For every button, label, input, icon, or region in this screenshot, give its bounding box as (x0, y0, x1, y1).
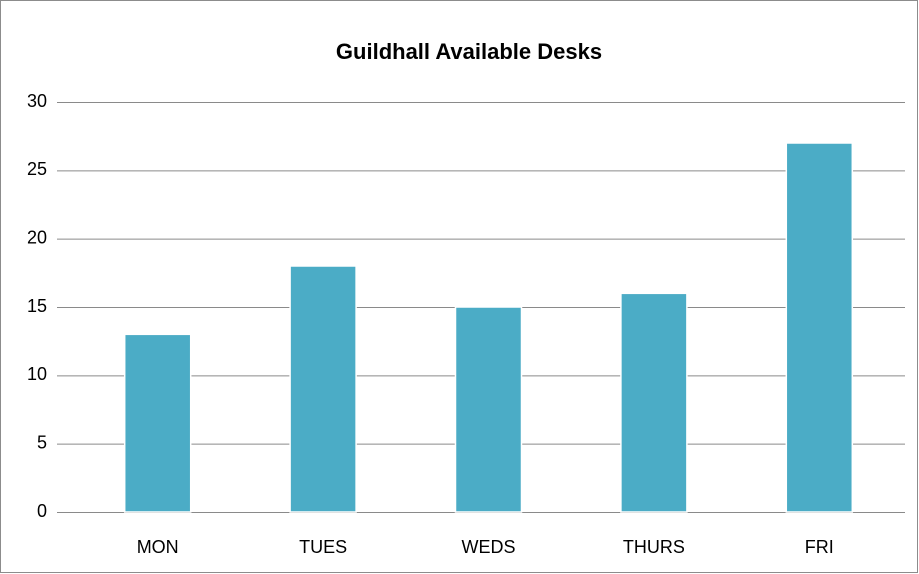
x-tick-label: MON (137, 537, 179, 557)
bar (289, 265, 357, 513)
bar (454, 306, 523, 513)
y-tick-label: 5 (37, 432, 47, 452)
bar (123, 333, 192, 513)
y-tick-label: 30 (27, 91, 47, 111)
y-tick-label: 15 (27, 296, 47, 316)
x-tick-label: TUES (299, 537, 347, 557)
bar (620, 292, 688, 513)
y-tick-label: 0 (37, 501, 47, 521)
chart-title: Guildhall Available Desks (336, 39, 602, 64)
y-tick-label: 25 (27, 159, 47, 179)
x-tick-label: WEDS (462, 537, 516, 557)
bar (785, 142, 854, 513)
y-tick-label: 20 (27, 227, 47, 247)
x-tick-label: THURS (623, 537, 685, 557)
x-tick-label: FRI (805, 537, 834, 557)
y-tick-label: 10 (27, 364, 47, 384)
